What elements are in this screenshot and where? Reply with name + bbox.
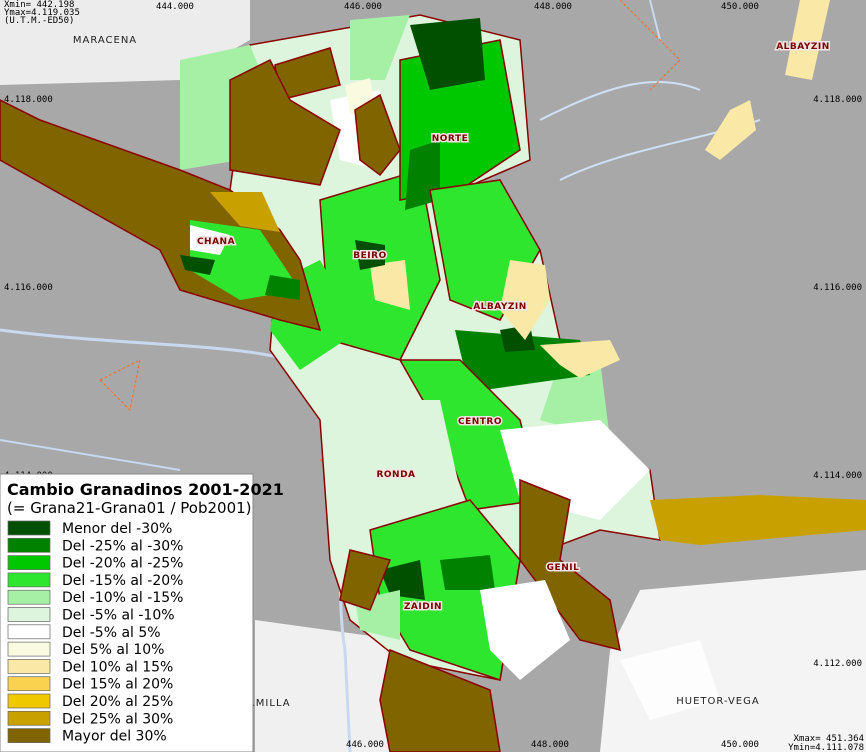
district — [370, 260, 410, 310]
coord-label: Xmin= 442.198 — [4, 0, 74, 10]
legend-label: Del -5% al -10% — [62, 608, 175, 624]
district — [210, 192, 280, 232]
district — [180, 255, 215, 275]
district — [350, 15, 410, 80]
district — [339, 549, 392, 611]
place-label: GENIL — [547, 563, 580, 573]
place-label: CENTRO — [458, 417, 502, 427]
legend-label: Del -15% al -20% — [62, 573, 183, 589]
district — [379, 648, 501, 752]
legend-swatch — [7, 641, 51, 657]
legend-label: Del 20% al 25% — [62, 694, 173, 710]
district — [190, 225, 230, 255]
district — [540, 360, 610, 440]
coord-label: 446.000 — [346, 740, 384, 750]
coord-label: 4.116.000 — [4, 283, 53, 293]
legend-swatch — [7, 589, 51, 605]
legend-label: Del -10% al -15% — [62, 590, 183, 606]
place-label: ARMILLA — [240, 698, 291, 709]
coord-label: 4.116.000 — [813, 283, 862, 293]
legend-swatch — [7, 693, 51, 709]
legend-swatch — [7, 537, 51, 553]
place-label: ZAIDIN — [404, 602, 442, 612]
legend-swatch — [7, 555, 51, 570]
legend-label: Del 25% al 30% — [62, 711, 173, 727]
legend-swatch — [7, 659, 51, 674]
place-label: NORTE — [432, 134, 469, 144]
district — [410, 18, 485, 90]
coord-label: 4.114.000 — [813, 471, 862, 481]
place-label: ALBAYZIN — [776, 42, 830, 52]
road — [0, 0, 661, 471]
places: MARACENA ALBAYZIN NORTE CHANA BEIRO ALBA… — [73, 35, 831, 709]
coord-label: 444.000 — [156, 2, 194, 12]
district — [650, 495, 866, 545]
legend-label: Mayor del 30% — [62, 729, 167, 745]
coord-label: 4.112.000 — [813, 659, 862, 669]
legend: Cambio Granadinos 2001-2021 (= Grana21-G… — [0, 473, 284, 752]
place-label: HUETOR-VEGA — [676, 696, 759, 707]
district — [229, 58, 341, 186]
coord-label: 450.000 — [721, 740, 759, 750]
place-label: CHANA — [197, 237, 235, 247]
place-label: RONDA — [376, 470, 415, 480]
district — [785, 0, 830, 80]
legend-swatch — [7, 607, 51, 622]
legend-label: Del -20% al -25% — [62, 556, 183, 572]
district — [380, 560, 425, 600]
legend-label: Del 5% al 10% — [62, 642, 164, 658]
coord-label: Ymin=4.111.078 — [788, 743, 864, 752]
coord-label: (U.T.M.-ED50) — [4, 16, 74, 26]
legend-swatch — [7, 710, 51, 726]
district — [540, 340, 620, 378]
district — [519, 478, 621, 652]
place-label: ALBAYZIN — [473, 302, 527, 312]
legend-swatch — [7, 624, 51, 640]
coord-label: 450.000 — [721, 2, 759, 12]
legend-label: Menor del -30% — [62, 521, 172, 537]
legend-swatch — [7, 520, 51, 536]
district — [440, 555, 495, 590]
legend-label: Del 10% al 15% — [62, 659, 173, 675]
legend-subtitle: (= Grana21-Grana01 / Pob2001) — [7, 499, 252, 517]
district — [480, 580, 570, 680]
coord-label: 4.118.000 — [4, 95, 53, 105]
coord-label: Xmax= 451.364 — [794, 734, 864, 744]
legend-label: Del 15% al 20% — [62, 677, 173, 693]
district — [705, 100, 756, 160]
district — [354, 93, 401, 177]
legend-label: Del -25% al -30% — [62, 538, 183, 554]
coord-label: 448.000 — [531, 740, 569, 750]
district — [265, 275, 300, 300]
coord-label: Ymax=4.119.035 — [4, 8, 80, 18]
legend-swatch — [7, 728, 51, 743]
district — [355, 240, 385, 270]
urban-area — [255, 620, 400, 752]
legend-swatch — [7, 572, 51, 588]
coord-label: 4.118.000 — [813, 95, 862, 105]
district — [500, 260, 550, 340]
place-label: BEIRO — [353, 251, 386, 261]
legend-label: Del -5% al 5% — [62, 625, 161, 641]
coord-label: 446.000 — [344, 2, 382, 12]
district — [360, 400, 460, 510]
urban-area — [620, 640, 720, 720]
legend-swatch — [7, 676, 51, 692]
coord-label: 448.000 — [534, 2, 572, 12]
legend-title: Cambio Granadinos 2001-2021 — [7, 480, 284, 499]
place-label: MARACENA — [73, 35, 137, 46]
